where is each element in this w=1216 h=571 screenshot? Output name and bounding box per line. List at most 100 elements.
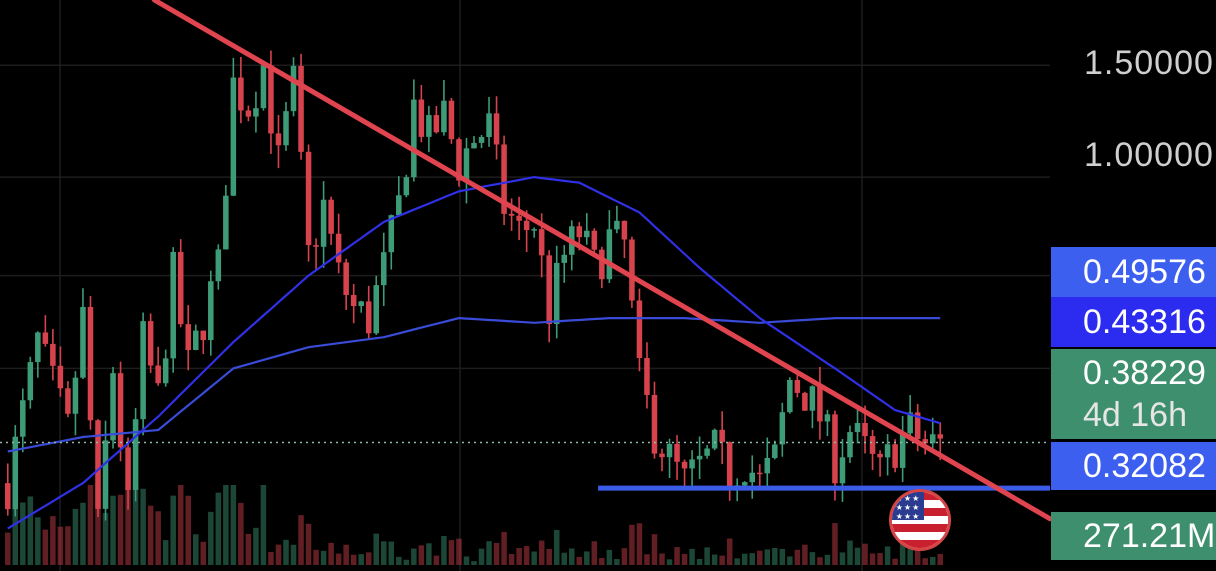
volume-bar <box>914 541 921 565</box>
volume-bar <box>922 558 928 565</box>
volume-bar <box>561 552 567 565</box>
chart-grid <box>0 0 1050 571</box>
volume-bar <box>117 494 124 565</box>
moving-average-tag: 0.43316 <box>1051 297 1216 347</box>
candle-body <box>787 379 793 413</box>
candle-body <box>576 226 583 238</box>
candle-body <box>448 100 455 140</box>
candle-body <box>741 482 748 486</box>
volume-bar <box>486 541 492 565</box>
candle-countdown: 4d 16h <box>1083 396 1187 434</box>
volume-bar <box>245 533 252 565</box>
volume-bar <box>749 553 755 565</box>
volume-bar <box>651 534 658 565</box>
volume-bar <box>411 548 417 565</box>
candle-body <box>824 414 831 422</box>
volume-bar <box>373 533 379 565</box>
candle-body <box>260 65 267 109</box>
volume-bar <box>726 538 733 565</box>
candle-body <box>27 362 34 401</box>
candle-body <box>343 262 349 295</box>
candle-body <box>320 199 327 247</box>
volume-bar <box>704 547 710 565</box>
volume-bar <box>140 488 146 565</box>
volume-bar <box>877 552 883 565</box>
volume-bar <box>132 485 139 565</box>
volume-bar <box>832 523 838 565</box>
volume-bar <box>80 502 86 565</box>
candle-body <box>223 195 229 250</box>
candle-body <box>681 461 688 469</box>
volume-bar <box>463 556 470 565</box>
volume-bar <box>764 549 771 565</box>
volume-bar <box>666 559 673 565</box>
volume-bar <box>57 526 64 565</box>
candle-body <box>132 419 139 490</box>
volume-bar <box>177 485 184 565</box>
volume-bar <box>72 508 79 565</box>
volume-bar <box>396 556 402 565</box>
candle-body <box>779 412 786 445</box>
candle-body <box>749 472 755 483</box>
volume-bars <box>5 485 943 565</box>
candle-body <box>772 444 778 458</box>
candle-body <box>696 455 703 460</box>
candle-body <box>847 432 853 458</box>
candle-body <box>914 412 921 440</box>
volume-bar <box>629 524 635 565</box>
descending-trendline <box>151 0 1053 522</box>
volume-bar <box>230 485 237 565</box>
volume-bar <box>305 523 312 565</box>
volume-bar <box>802 544 808 565</box>
volume-bar <box>839 552 846 565</box>
candle-body <box>711 429 718 449</box>
volume-bar <box>531 551 537 565</box>
volume-bar <box>929 556 936 565</box>
candle-body <box>501 144 507 214</box>
volume-bar <box>298 515 304 565</box>
us-flag-icon[interactable]: ★★★ ★★★ ★★★ <box>889 489 951 551</box>
resistance-tag: 0.49576 <box>1051 247 1216 297</box>
volume-bar <box>162 540 169 565</box>
volume-bar <box>636 523 643 565</box>
volume-bar <box>779 548 786 565</box>
candle-body <box>591 230 598 250</box>
candle-body <box>561 254 567 263</box>
volume-bar <box>20 502 26 565</box>
candle-body <box>162 358 169 384</box>
volume-bar <box>599 558 605 565</box>
candle-body <box>147 321 154 366</box>
last-price-value: 0.38229 <box>1083 354 1206 392</box>
candle-body <box>268 65 274 134</box>
volume-bar <box>471 561 477 565</box>
volume-bar <box>553 529 560 565</box>
candle-body <box>253 108 259 117</box>
candle-body <box>553 262 560 325</box>
volume-bar <box>42 529 49 565</box>
candle-body <box>381 252 387 286</box>
volume-bar <box>193 534 199 565</box>
candle-body <box>899 433 906 468</box>
candle-body <box>155 365 161 384</box>
volume-bar <box>320 550 327 565</box>
volume-bar <box>478 548 485 565</box>
candle-body <box>170 251 176 359</box>
volume-bar <box>95 485 101 565</box>
candle-body <box>110 373 116 441</box>
volume-bar <box>621 548 628 565</box>
volume-bar <box>110 495 116 565</box>
volume-bar <box>907 548 913 565</box>
candle-body <box>283 111 289 146</box>
candle-body <box>651 394 658 454</box>
candle-body <box>275 133 282 146</box>
candle-body <box>365 301 372 334</box>
volume-bar <box>794 549 801 565</box>
candle-body <box>441 100 447 133</box>
volume-bar <box>65 526 71 565</box>
candle-body <box>388 215 395 253</box>
volume-bar <box>290 544 297 565</box>
volume-bar <box>125 489 131 565</box>
candle-body <box>726 442 733 491</box>
volume-bar <box>358 554 364 565</box>
